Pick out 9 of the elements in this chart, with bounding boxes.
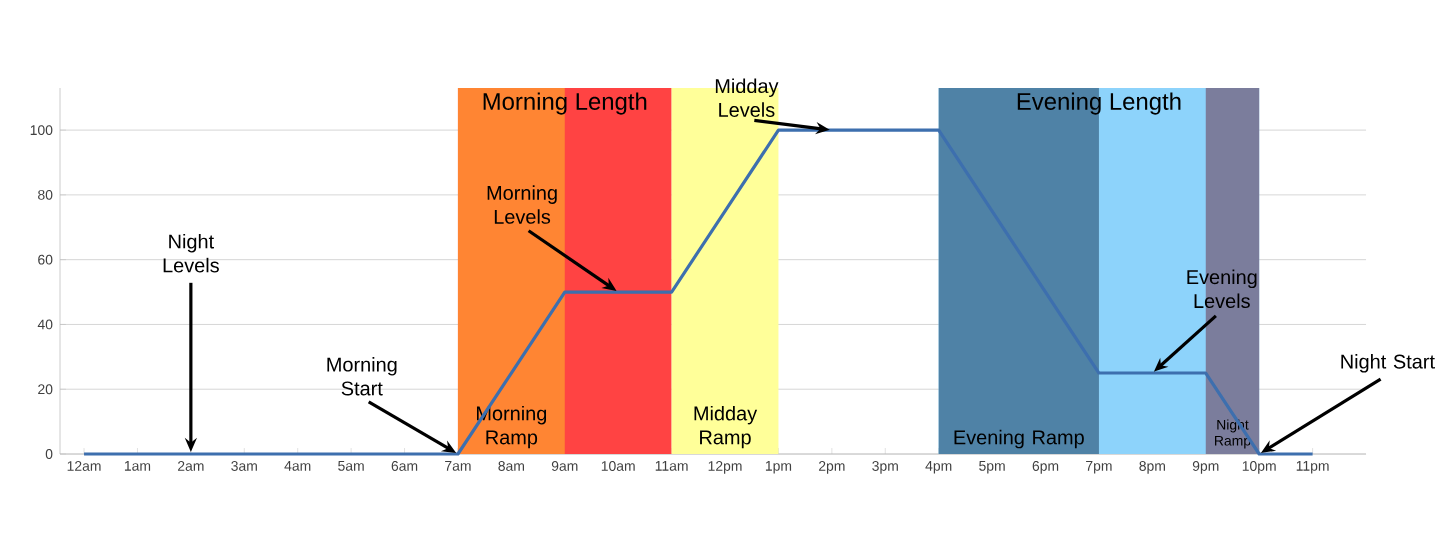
annotation: Morning Start bbox=[327, 356, 397, 396]
band-label: Morning Length bbox=[483, 92, 647, 115]
band-label: Evening Length bbox=[1017, 92, 1181, 115]
band-label: Midday Ramp bbox=[694, 405, 758, 449]
annotation: Morning Levels bbox=[487, 185, 557, 224]
annotation: Night Levels bbox=[163, 233, 219, 273]
band-label: Evening Ramp bbox=[954, 429, 1084, 449]
annotation: Night Start bbox=[1341, 354, 1435, 373]
annotation: Midday Levels bbox=[715, 78, 779, 117]
